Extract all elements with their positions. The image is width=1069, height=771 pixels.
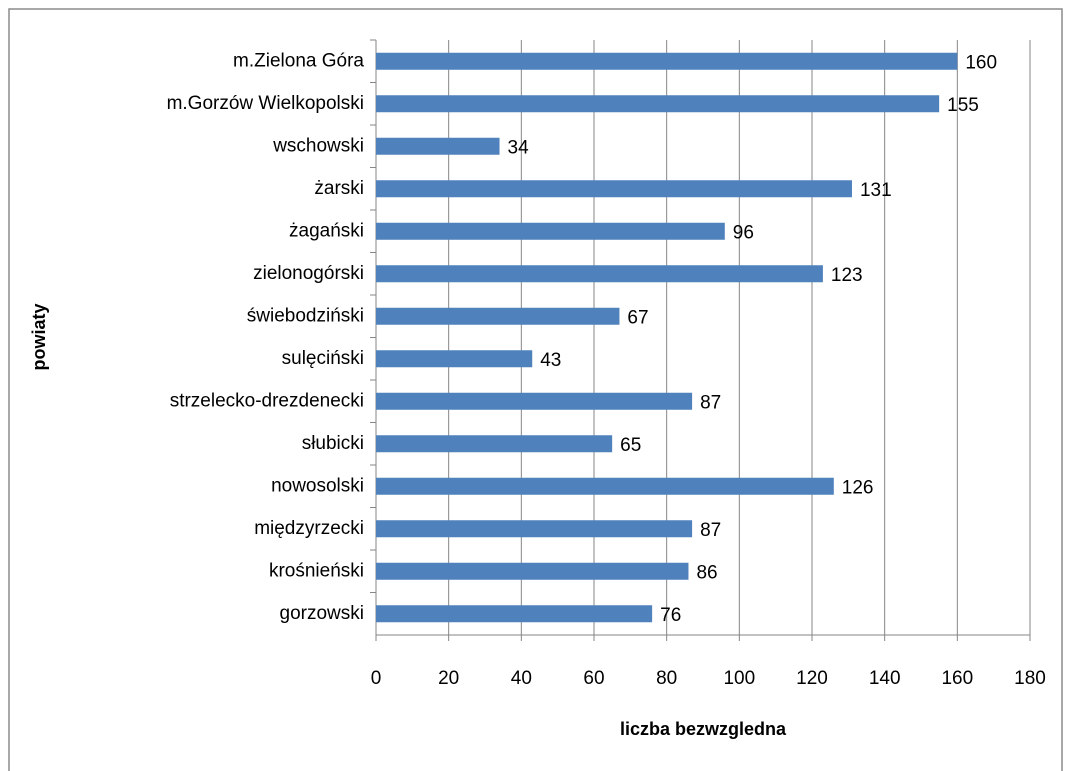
bar <box>376 477 834 495</box>
bar <box>376 520 693 538</box>
bar <box>376 137 500 155</box>
x-tick-label: 120 <box>796 668 828 689</box>
y-tick-label: żarski <box>314 178 364 199</box>
bar <box>376 350 533 368</box>
y-tick-label: sulęciński <box>282 348 364 369</box>
x-tick-label: 140 <box>869 668 901 689</box>
y-tick-label: krośnieński <box>269 560 364 581</box>
x-tick-label: 60 <box>583 668 604 689</box>
bar <box>376 265 823 283</box>
y-tick-label: m.Gorzów Wielkopolski <box>167 93 364 114</box>
bar <box>376 95 940 113</box>
y-tick-label: strzelecko-drezdenecki <box>170 390 364 411</box>
x-tick-label: 160 <box>941 668 973 689</box>
y-tick-label: żagański <box>289 220 364 241</box>
chart-border <box>8 8 1063 771</box>
data-label: 155 <box>947 95 979 116</box>
bar <box>376 605 653 623</box>
y-tick-label: m.Zielona Góra <box>233 50 364 71</box>
x-tick-label: 0 <box>371 668 382 689</box>
y-tick-label: zielonogórski <box>253 263 364 284</box>
bar <box>376 307 620 325</box>
data-label: 87 <box>700 392 721 413</box>
x-tick-label: 180 <box>1014 668 1046 689</box>
y-tick-label: wschowski <box>272 135 364 156</box>
y-axis-title: powiaty <box>29 303 49 370</box>
data-label: 76 <box>660 605 681 626</box>
data-label: 123 <box>831 265 863 286</box>
data-label: 96 <box>733 222 754 243</box>
data-label: 160 <box>965 52 997 73</box>
data-label: 126 <box>842 477 874 498</box>
bar <box>376 180 852 198</box>
data-label: 43 <box>540 350 561 371</box>
data-label: 65 <box>620 435 641 456</box>
y-tick-label: nowosolski <box>271 475 364 496</box>
bar <box>376 52 958 70</box>
x-tick-label: 80 <box>656 668 677 689</box>
bar <box>376 562 689 580</box>
x-tick-label: 20 <box>438 668 459 689</box>
bar <box>376 392 693 410</box>
bar <box>376 222 725 240</box>
data-label: 67 <box>627 307 648 328</box>
y-tick-label: słubicki <box>302 433 364 454</box>
data-label: 34 <box>508 137 530 158</box>
y-tick-label: międzyrzecki <box>254 518 364 539</box>
y-tick-label: świebodziński <box>247 305 364 326</box>
x-tick-label: 100 <box>723 668 755 689</box>
x-tick-label: 40 <box>511 668 532 689</box>
data-label: 86 <box>696 562 717 583</box>
bar <box>376 435 613 453</box>
data-label: 87 <box>700 520 721 541</box>
x-axis-title: liczba bezwzgledna <box>620 719 787 739</box>
y-tick-label: gorzowski <box>280 603 364 624</box>
data-label: 131 <box>860 180 892 201</box>
